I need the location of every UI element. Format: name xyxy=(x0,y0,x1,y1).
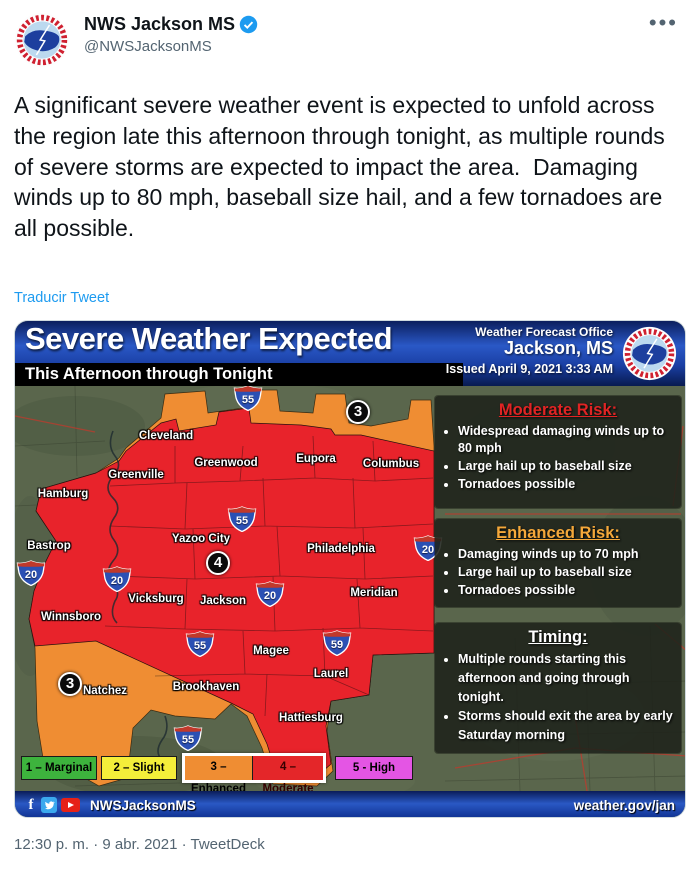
city-label: Brookhaven xyxy=(172,681,240,693)
city-label: Laurel xyxy=(313,668,349,680)
footer-account: NWSJacksonMS xyxy=(90,797,196,813)
interstate-shield: 20 xyxy=(16,560,46,586)
city-label: Bastrop xyxy=(27,540,71,552)
interstate-shield: 20 xyxy=(102,566,132,592)
city-label: Magee xyxy=(253,645,289,657)
city-label: Greenwood xyxy=(194,457,258,469)
moderate-risk-area xyxy=(28,407,435,779)
office-name: Weather Forecast Office xyxy=(475,325,613,339)
city-label: Winnsboro xyxy=(41,611,101,623)
panel-bullet: Large hail up to baseball size xyxy=(458,458,673,475)
panel-bullet: Damaging winds up to 70 mph xyxy=(458,546,673,563)
risk-marker: 3 xyxy=(346,400,370,424)
panel-title: Enhanced Risk: xyxy=(496,524,620,542)
legend-highlight-box: 3 – Enhanced 4 – Moderate xyxy=(182,753,326,791)
legend-item-slight: 2 – Slight xyxy=(101,756,177,780)
city-label: Cleveland xyxy=(138,430,194,442)
tweet-header: NWS Jackson MS @NWSJacksonMS ••• xyxy=(14,10,686,70)
city-label: Eupora xyxy=(296,453,336,465)
city-label: Natchez xyxy=(82,685,128,697)
city-label: Greenville xyxy=(108,469,164,481)
panel-title: Moderate Risk: xyxy=(498,401,618,419)
city-label: Hamburg xyxy=(37,488,89,500)
city-label: Vicksburg xyxy=(128,593,184,605)
graphic-subtitle: This Afternoon through Tonight xyxy=(15,363,463,386)
city-label: Meridian xyxy=(350,587,398,599)
office-city: Jackson, MS xyxy=(503,338,613,358)
legend-item-moderate: 4 – Moderate xyxy=(253,756,323,791)
legend-item-enhanced: 3 – Enhanced xyxy=(185,756,253,791)
interstate-shield: 55 xyxy=(173,725,203,751)
interstate-shield: 55 xyxy=(227,506,257,532)
issued-time: Issued April 9, 2021 3:33 AM xyxy=(445,361,613,376)
youtube-icon xyxy=(61,798,80,812)
author-handle[interactable]: @NWSJacksonMS xyxy=(84,38,212,55)
risk-legend: 1 – Marginal 2 – Slight 3 – Enhanced 4 –… xyxy=(21,753,413,791)
author-name[interactable]: NWS Jackson MS xyxy=(84,14,236,34)
panel-bullet: Large hail up to baseball size xyxy=(458,564,673,581)
risk-marker: 3 xyxy=(58,672,82,696)
more-options-icon[interactable]: ••• xyxy=(648,10,678,35)
footer-url: weather.gov/jan xyxy=(573,797,675,813)
city-label: Yazoo City xyxy=(171,533,231,545)
graphic-footer: f NWSJacksonMS weather.gov/jan xyxy=(15,791,685,817)
panel-title: Timing: xyxy=(528,628,588,646)
avatar[interactable] xyxy=(14,12,70,68)
city-label: Philadelphia xyxy=(307,543,375,555)
city-label: Jackson xyxy=(199,595,247,607)
interstate-shield: 55 xyxy=(233,386,263,411)
risk-marker: 4 xyxy=(206,551,230,575)
verified-badge-icon xyxy=(239,15,258,34)
tweet-timestamp[interactable]: 12:30 p. m. · 9 abr. 2021 · TweetDeck xyxy=(14,836,265,853)
panel-bullet: Widespread damaging winds up to 80 mph xyxy=(458,423,673,457)
interstate-shield: 20 xyxy=(413,535,443,561)
panel-bullet: Tornadoes possible xyxy=(458,476,673,493)
city-label: Hattiesburg xyxy=(279,712,343,724)
interstate-shield: 59 xyxy=(322,630,352,656)
enhanced-risk-panel: Enhanced Risk: Damaging winds up to 70 m… xyxy=(435,519,681,607)
interstate-shield: 20 xyxy=(255,581,285,607)
interstate-shield: 55 xyxy=(185,631,215,657)
legend-item-high: 5 - High xyxy=(335,756,413,780)
legend-item-marginal: 1 – Marginal xyxy=(21,756,97,780)
city-label: Columbus xyxy=(362,458,420,470)
graphic-title: Severe Weather Expected xyxy=(25,321,393,356)
panel-bullet: Tornadoes possible xyxy=(458,582,673,599)
nws-logo-icon xyxy=(14,12,70,68)
tweet-text: A significant severe weather event is ex… xyxy=(14,92,672,242)
tweet-media[interactable]: Severe Weather Expected This Afternoon t… xyxy=(14,320,686,818)
panel-bullet: Multiple rounds starting this afternoon … xyxy=(458,650,673,706)
risk-map: Cleveland Greenwood Eupora Columbus Gree… xyxy=(15,386,685,791)
panel-bullet: Storms should exit the area by early Sat… xyxy=(458,707,673,745)
timing-panel: Timing: Multiple rounds starting this af… xyxy=(435,623,681,753)
facebook-icon: f xyxy=(28,796,34,813)
graphic-header: Severe Weather Expected This Afternoon t… xyxy=(15,321,685,386)
twitter-icon xyxy=(41,797,57,813)
moderate-risk-panel: Moderate Risk: Widespread damaging winds… xyxy=(435,396,681,508)
translate-tweet-link[interactable]: Traducir Tweet xyxy=(14,290,110,306)
nws-logo-icon xyxy=(622,326,677,381)
